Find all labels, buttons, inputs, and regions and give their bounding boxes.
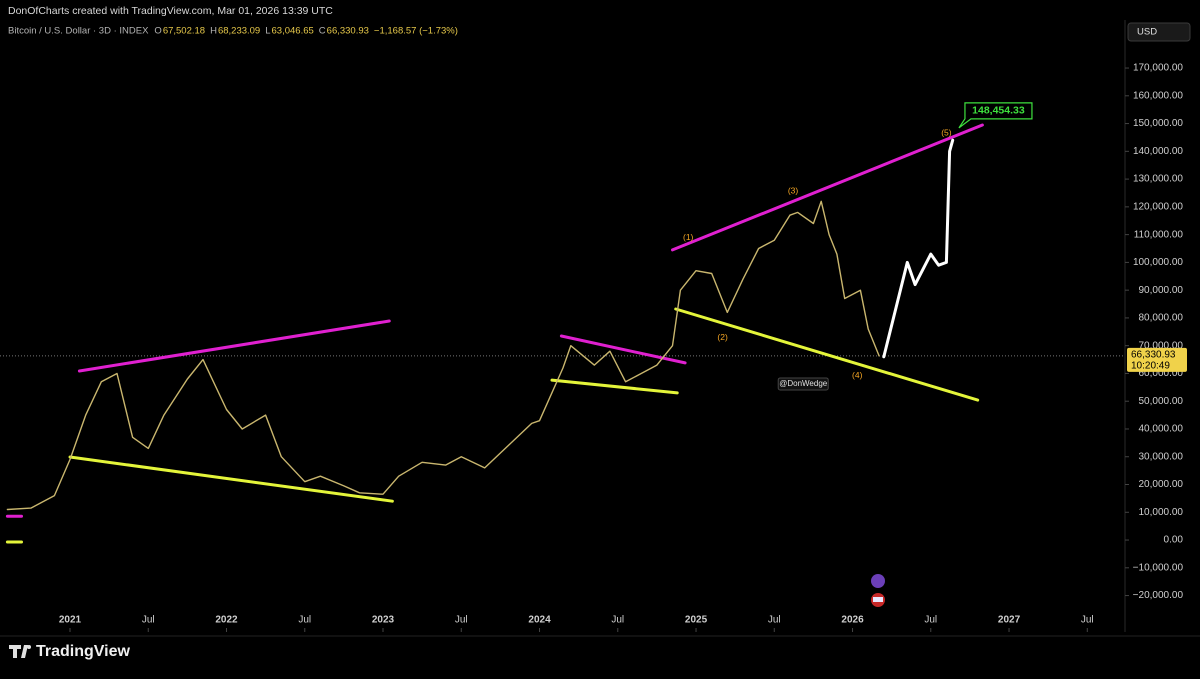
y-tick-label: −20,000.00 xyxy=(1133,590,1184,601)
ohlc-letter: C xyxy=(319,26,326,37)
x-tick-label: 2025 xyxy=(685,615,708,626)
ohlc-value: 68,233.09 xyxy=(218,26,260,37)
brand: TradingView xyxy=(36,643,131,660)
y-tick-label: 70,000.00 xyxy=(1139,340,1184,351)
ohlc-letter: O xyxy=(154,26,161,37)
x-tick-label: 2021 xyxy=(59,615,82,626)
x-tick-label: 2022 xyxy=(215,615,238,626)
y-tick-label: 80,000.00 xyxy=(1139,313,1184,324)
projection-line xyxy=(882,138,955,359)
ohlc-value: 67,502.18 xyxy=(163,26,205,37)
target-box xyxy=(958,102,1033,129)
logo-dot xyxy=(27,645,31,649)
y-tick-label: 170,000.00 xyxy=(1133,63,1183,74)
y-tick-label: 40,000.00 xyxy=(1139,424,1184,435)
y-tick-label: 100,000.00 xyxy=(1133,257,1183,268)
wave-label: (3) xyxy=(788,185,799,195)
symbol: Bitcoin / U.S. Dollar · 3D · INDEX xyxy=(8,26,149,37)
countdown: 10:20:49 xyxy=(1131,361,1170,372)
y-tick-label: 110,000.00 xyxy=(1134,229,1184,240)
x-tick-label: 2026 xyxy=(841,615,864,626)
y-tick-label: 10,000.00 xyxy=(1139,507,1184,518)
x-tick-label: Jul xyxy=(768,615,781,626)
currency[interactable]: USD xyxy=(1137,27,1157,38)
y-tick-label: 130,000.00 xyxy=(1133,174,1183,185)
y-tick-label: 140,000.00 xyxy=(1133,146,1183,157)
tradingview-logo xyxy=(9,645,31,658)
x-tick-label: 2023 xyxy=(372,615,395,626)
header: DonOfCharts created with TradingView.com… xyxy=(8,5,333,17)
y-tick-label: 120,000.00 xyxy=(1133,202,1183,213)
y-tick-label: 60,000.00 xyxy=(1139,368,1184,379)
y-tick-label: 50,000.00 xyxy=(1139,396,1184,407)
ohlc-letter: L xyxy=(265,26,270,37)
currency-box[interactable] xyxy=(1127,22,1191,42)
trendline xyxy=(671,123,984,252)
trendline xyxy=(550,378,679,395)
icon-flash[interactable] xyxy=(871,574,885,588)
x-tick-label: Jul xyxy=(924,615,937,626)
y-tick-label: 150,000.00 xyxy=(1133,118,1183,129)
ohlc-letter: H xyxy=(210,26,217,37)
wave-label: (4) xyxy=(852,370,863,380)
icons xyxy=(871,574,885,607)
author-box xyxy=(777,377,829,391)
x-tick-label: Jul xyxy=(455,615,468,626)
ohlc-value: 63,046.65 xyxy=(272,26,314,37)
change: −1,168.57 (−1.73%) xyxy=(374,26,458,37)
y-tick-label: 90,000.00 xyxy=(1139,285,1184,296)
y-tick-label: 0.00 xyxy=(1164,535,1184,546)
wave-label: (1) xyxy=(683,232,694,242)
target-label: 148,454.33 xyxy=(958,102,1033,129)
ohlc-value: 66,330.93 xyxy=(327,26,369,37)
x-tick-label: 2024 xyxy=(528,615,551,626)
x-tick-label: Jul xyxy=(142,615,155,626)
target-text: 148,454.33 xyxy=(972,105,1025,117)
logo-icon xyxy=(9,645,28,658)
trendline xyxy=(68,455,394,503)
y-tick-label: 20,000.00 xyxy=(1139,479,1184,490)
trendline xyxy=(77,319,391,373)
wave-label: (2) xyxy=(717,332,728,342)
x-tick-label: Jul xyxy=(298,615,311,626)
icon-flag-stripe xyxy=(873,597,883,602)
wave-label: (5) xyxy=(941,127,952,137)
last-price-label: 66,330.93 xyxy=(1131,350,1176,361)
author-tag: @DonWedge xyxy=(779,379,828,388)
x-tick-label: Jul xyxy=(1081,615,1094,626)
last-price-box xyxy=(1127,347,1187,372)
x-tick-label: Jul xyxy=(611,615,624,626)
trendline xyxy=(559,334,687,365)
y-tick-label: 160,000.00 xyxy=(1133,90,1183,101)
price-line xyxy=(6,200,880,511)
trendline xyxy=(674,307,980,402)
y-tick-label: 30,000.00 xyxy=(1139,451,1184,462)
y-tick-label: −10,000.00 xyxy=(1133,562,1184,573)
x-tick-label: 2027 xyxy=(998,615,1021,626)
